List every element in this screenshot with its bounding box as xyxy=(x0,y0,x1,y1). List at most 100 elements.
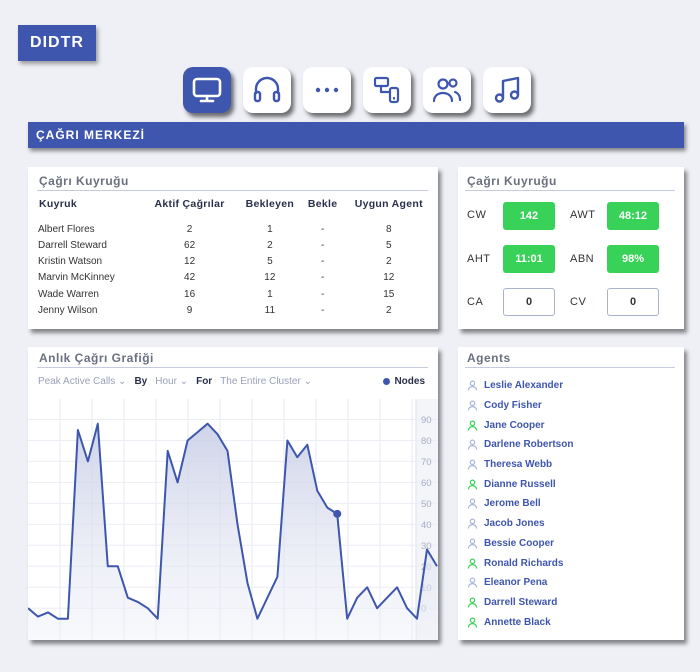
kpi-title: Çağrı Kuyruğu xyxy=(467,174,557,188)
table-cell: 62 xyxy=(184,239,196,251)
kpi-value-aht: 11:01 xyxy=(503,245,555,273)
more-button[interactable] xyxy=(303,67,351,113)
agent-list-item[interactable]: Cody Fisher xyxy=(467,396,573,416)
agent-list-item[interactable]: Darrell Steward xyxy=(467,593,573,613)
table-row[interactable]: Wade Warren 16 1 - 15 xyxy=(37,286,435,302)
agent-name: Jerome Bell xyxy=(484,498,541,510)
divider xyxy=(465,367,675,368)
monitor-icon xyxy=(192,77,222,103)
agent-list-item[interactable]: Bessie Cooper xyxy=(467,534,573,554)
table-cell: - xyxy=(320,288,325,300)
agent-list-item[interactable]: Annette Black xyxy=(467,612,573,632)
table-cell: - xyxy=(320,256,325,268)
kpi-label-aht: AHT xyxy=(467,253,491,265)
queue-table-card: Çağrı Kuyruğu Kuyruk Aktif Çağrılar Bekl… xyxy=(28,167,438,329)
agent-list-item[interactable]: Jerome Bell xyxy=(467,494,573,514)
chevron-down-icon: ⌄ xyxy=(303,376,312,387)
agent-list-item[interactable]: Jane Cooper xyxy=(467,415,573,435)
y-tick-label: 60 xyxy=(421,478,432,489)
series-line-nodes xyxy=(28,422,438,620)
agent-list-item[interactable]: Darlene Robertson xyxy=(467,435,573,455)
agent-list-item[interactable]: Eleanor Pena xyxy=(467,573,573,593)
legend-dot-icon xyxy=(383,378,391,385)
users-icon xyxy=(432,78,462,103)
column-header[interactable]: Kuyruk xyxy=(39,198,77,210)
table-cell: - xyxy=(320,272,325,284)
table-row[interactable]: Kristin Watson 12 5 - 2 xyxy=(37,253,435,269)
table-cell: Albert Flores xyxy=(38,223,95,235)
table-header-row: Kuyruk Aktif Çağrılar Bekleyen Bekle Uyg… xyxy=(37,193,435,215)
table-row[interactable]: Jenny Wilson 9 11 - 2 xyxy=(37,303,435,319)
column-header[interactable]: Aktif Çağrılar xyxy=(154,198,225,210)
agent-list-item[interactable]: Ronald Richards xyxy=(467,553,573,573)
devices-icon xyxy=(373,76,400,104)
kpi-label-cv: CV xyxy=(570,296,587,308)
metric-select[interactable]: Peak Active Calls ⌄ xyxy=(38,376,126,387)
table-cell: 42 xyxy=(184,272,196,284)
user-icon xyxy=(467,617,478,628)
agent-list-item[interactable]: Leslie Alexander xyxy=(467,376,573,396)
kpi-label-awt: AWT xyxy=(570,209,596,221)
agent-name: Jane Cooper xyxy=(484,419,545,431)
table-cell: 8 xyxy=(386,223,392,235)
for-label: For xyxy=(196,376,213,387)
agent-list-item[interactable]: Dianne Russell xyxy=(467,474,573,494)
area-chart: 0102030405060708090 xyxy=(28,399,438,640)
agent-name: Jacob Jones xyxy=(484,518,545,530)
user-icon xyxy=(467,498,478,510)
table-cell: 12 xyxy=(264,272,276,284)
user-icon xyxy=(467,558,478,569)
table-cell: 1 xyxy=(267,288,273,300)
agent-name: Ronald Richards xyxy=(484,557,564,569)
table-cell: Kristin Watson xyxy=(38,256,103,268)
y-tick-label: 80 xyxy=(421,436,432,447)
user-icon xyxy=(467,380,478,391)
headset-button[interactable] xyxy=(243,67,291,113)
user-icon xyxy=(467,577,478,588)
user-icon xyxy=(467,538,478,549)
highlight-point xyxy=(333,509,342,518)
table-cell: 5 xyxy=(386,239,392,251)
by-select-value: Hour xyxy=(155,376,177,387)
column-header[interactable]: Bekle xyxy=(307,198,338,210)
table-cell: 2 xyxy=(267,239,273,251)
kpi-value-ca: 0 xyxy=(503,288,555,316)
monitor-button[interactable] xyxy=(183,67,231,113)
table-row[interactable]: Darrell Steward 62 2 - 5 xyxy=(37,237,435,253)
for-select[interactable]: The Entire Cluster ⌄ xyxy=(220,376,312,387)
table-cell: 2 xyxy=(186,223,193,235)
main-toolbar xyxy=(183,67,531,113)
kpi-value-awt: 48:12 xyxy=(607,202,659,230)
page-title: ÇAĞRI MERKEZİ xyxy=(36,128,145,142)
table-cell: 11 xyxy=(264,305,276,317)
column-header[interactable]: Bekleyen xyxy=(245,198,295,210)
table-cell: 16 xyxy=(184,288,196,300)
chart-legend[interactable]: Nodes xyxy=(383,376,425,387)
y-tick-label: 50 xyxy=(421,499,432,510)
agent-name: Leslie Alexander xyxy=(484,380,564,392)
kpi-label-ca: CA xyxy=(467,296,484,308)
column-header[interactable]: Uygun Agent xyxy=(354,198,423,210)
queue-table: Kuyruk Aktif Çağrılar Bekleyen Bekle Uyg… xyxy=(37,193,435,319)
by-select[interactable]: Hour ⌄ xyxy=(155,376,188,387)
kpi-label-abn: ABN xyxy=(570,253,595,265)
users-button[interactable] xyxy=(423,67,471,113)
series-area-nodes xyxy=(28,423,437,640)
agent-name: Annette Black xyxy=(484,616,551,628)
agent-name: Darlene Robertson xyxy=(484,439,574,451)
app-logo[interactable]: DIDTR xyxy=(18,25,96,61)
agent-list-item[interactable]: Jacob Jones xyxy=(467,514,573,534)
table-row[interactable]: Albert Flores 2 1 - 8 xyxy=(37,215,435,237)
y-tick-label: 30 xyxy=(421,541,432,552)
y-tick-label: 90 xyxy=(421,415,432,426)
kpi-value-abn: 98% xyxy=(607,245,659,273)
table-cell: Wade Warren xyxy=(38,288,99,300)
agent-list-item[interactable]: Theresa Webb xyxy=(467,455,573,475)
table-row[interactable]: Marvin McKinney 42 12 - 12 xyxy=(37,270,435,286)
kpi-label-cw: CW xyxy=(467,209,487,221)
page-banner: ÇAĞRI MERKEZİ xyxy=(28,122,684,148)
devices-button[interactable] xyxy=(363,67,411,113)
table-cell: 12 xyxy=(383,272,395,284)
user-icon xyxy=(467,459,478,470)
music-button[interactable] xyxy=(483,67,531,113)
